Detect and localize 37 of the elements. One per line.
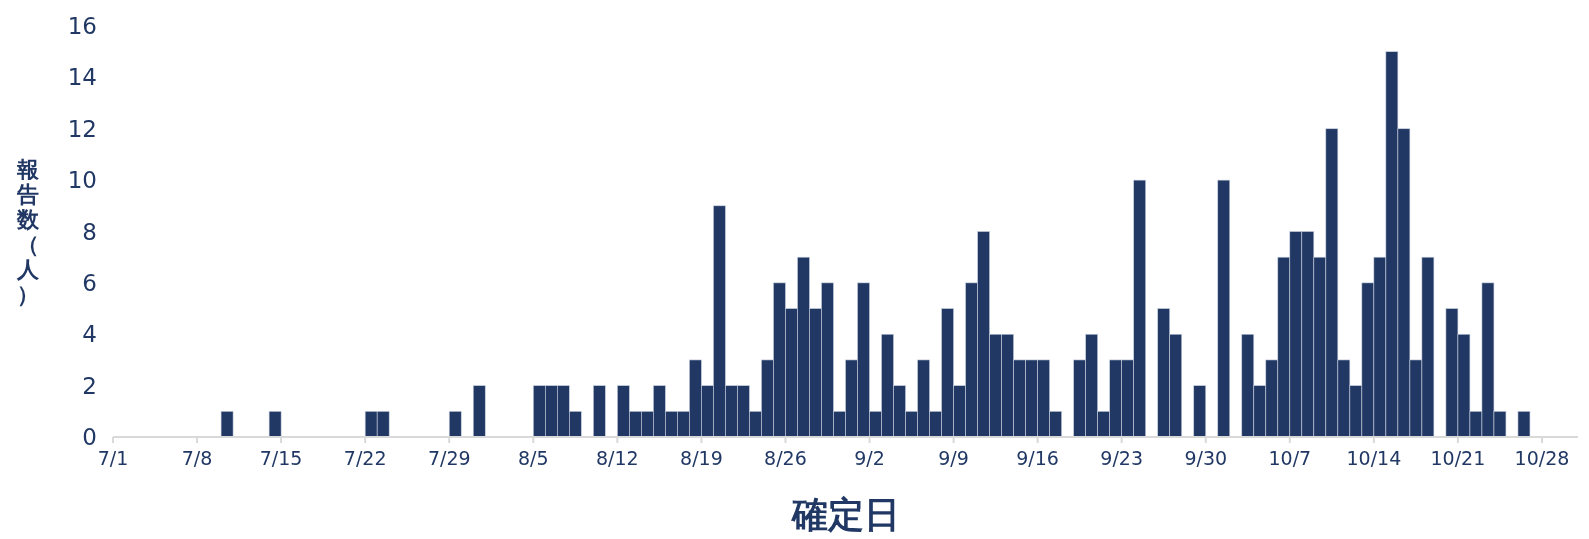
y-tick-label: 12 xyxy=(67,115,97,142)
bar xyxy=(448,411,462,438)
x-tick-label: 9/9 xyxy=(938,447,969,469)
y-axis-title: 報告数（人） xyxy=(16,156,40,307)
bar xyxy=(593,385,606,438)
x-tick-label: 10/7 xyxy=(1268,447,1312,469)
x-tick-label: 7/1 xyxy=(97,447,129,469)
x-tick-label: 9/2 xyxy=(854,447,885,469)
y-tick-label: 16 xyxy=(67,13,97,40)
x-tick-label: 8/19 xyxy=(680,447,723,469)
x-tick-label: 7/8 xyxy=(181,447,213,469)
bar xyxy=(220,411,234,438)
x-tick-label: 10/21 xyxy=(1430,447,1486,469)
y-tick-label: 6 xyxy=(82,269,97,296)
x-tick-label: 8/5 xyxy=(518,447,549,469)
bar xyxy=(1517,411,1531,438)
x-tick-label: 10/28 xyxy=(1514,447,1570,469)
x-tick-label: 7/29 xyxy=(427,447,471,469)
bar xyxy=(268,411,282,438)
y-tick-label: 8 xyxy=(82,218,97,245)
x-tick-label: 8/26 xyxy=(764,447,807,469)
y-tick-label: 2 xyxy=(82,372,97,399)
x-tick-label: 9/23 xyxy=(1100,447,1144,469)
x-tick-label: 8/12 xyxy=(596,447,639,469)
y-tick-label: 10 xyxy=(67,167,97,194)
x-tick-label: 9/16 xyxy=(1016,447,1059,469)
x-tick-label: 7/15 xyxy=(259,447,303,469)
y-tick-label: 4 xyxy=(82,321,97,348)
x-axis-title: 確定日 xyxy=(789,494,900,535)
x-tick-label: 10/14 xyxy=(1346,447,1402,469)
y-tick-label: 14 xyxy=(67,64,97,91)
bar xyxy=(1193,385,1207,438)
x-tick-label: 7/22 xyxy=(343,447,387,469)
bar xyxy=(472,385,486,438)
y-tick-label: 0 xyxy=(82,424,97,451)
bar xyxy=(1217,179,1231,438)
x-tick-label: 9/30 xyxy=(1184,447,1228,469)
